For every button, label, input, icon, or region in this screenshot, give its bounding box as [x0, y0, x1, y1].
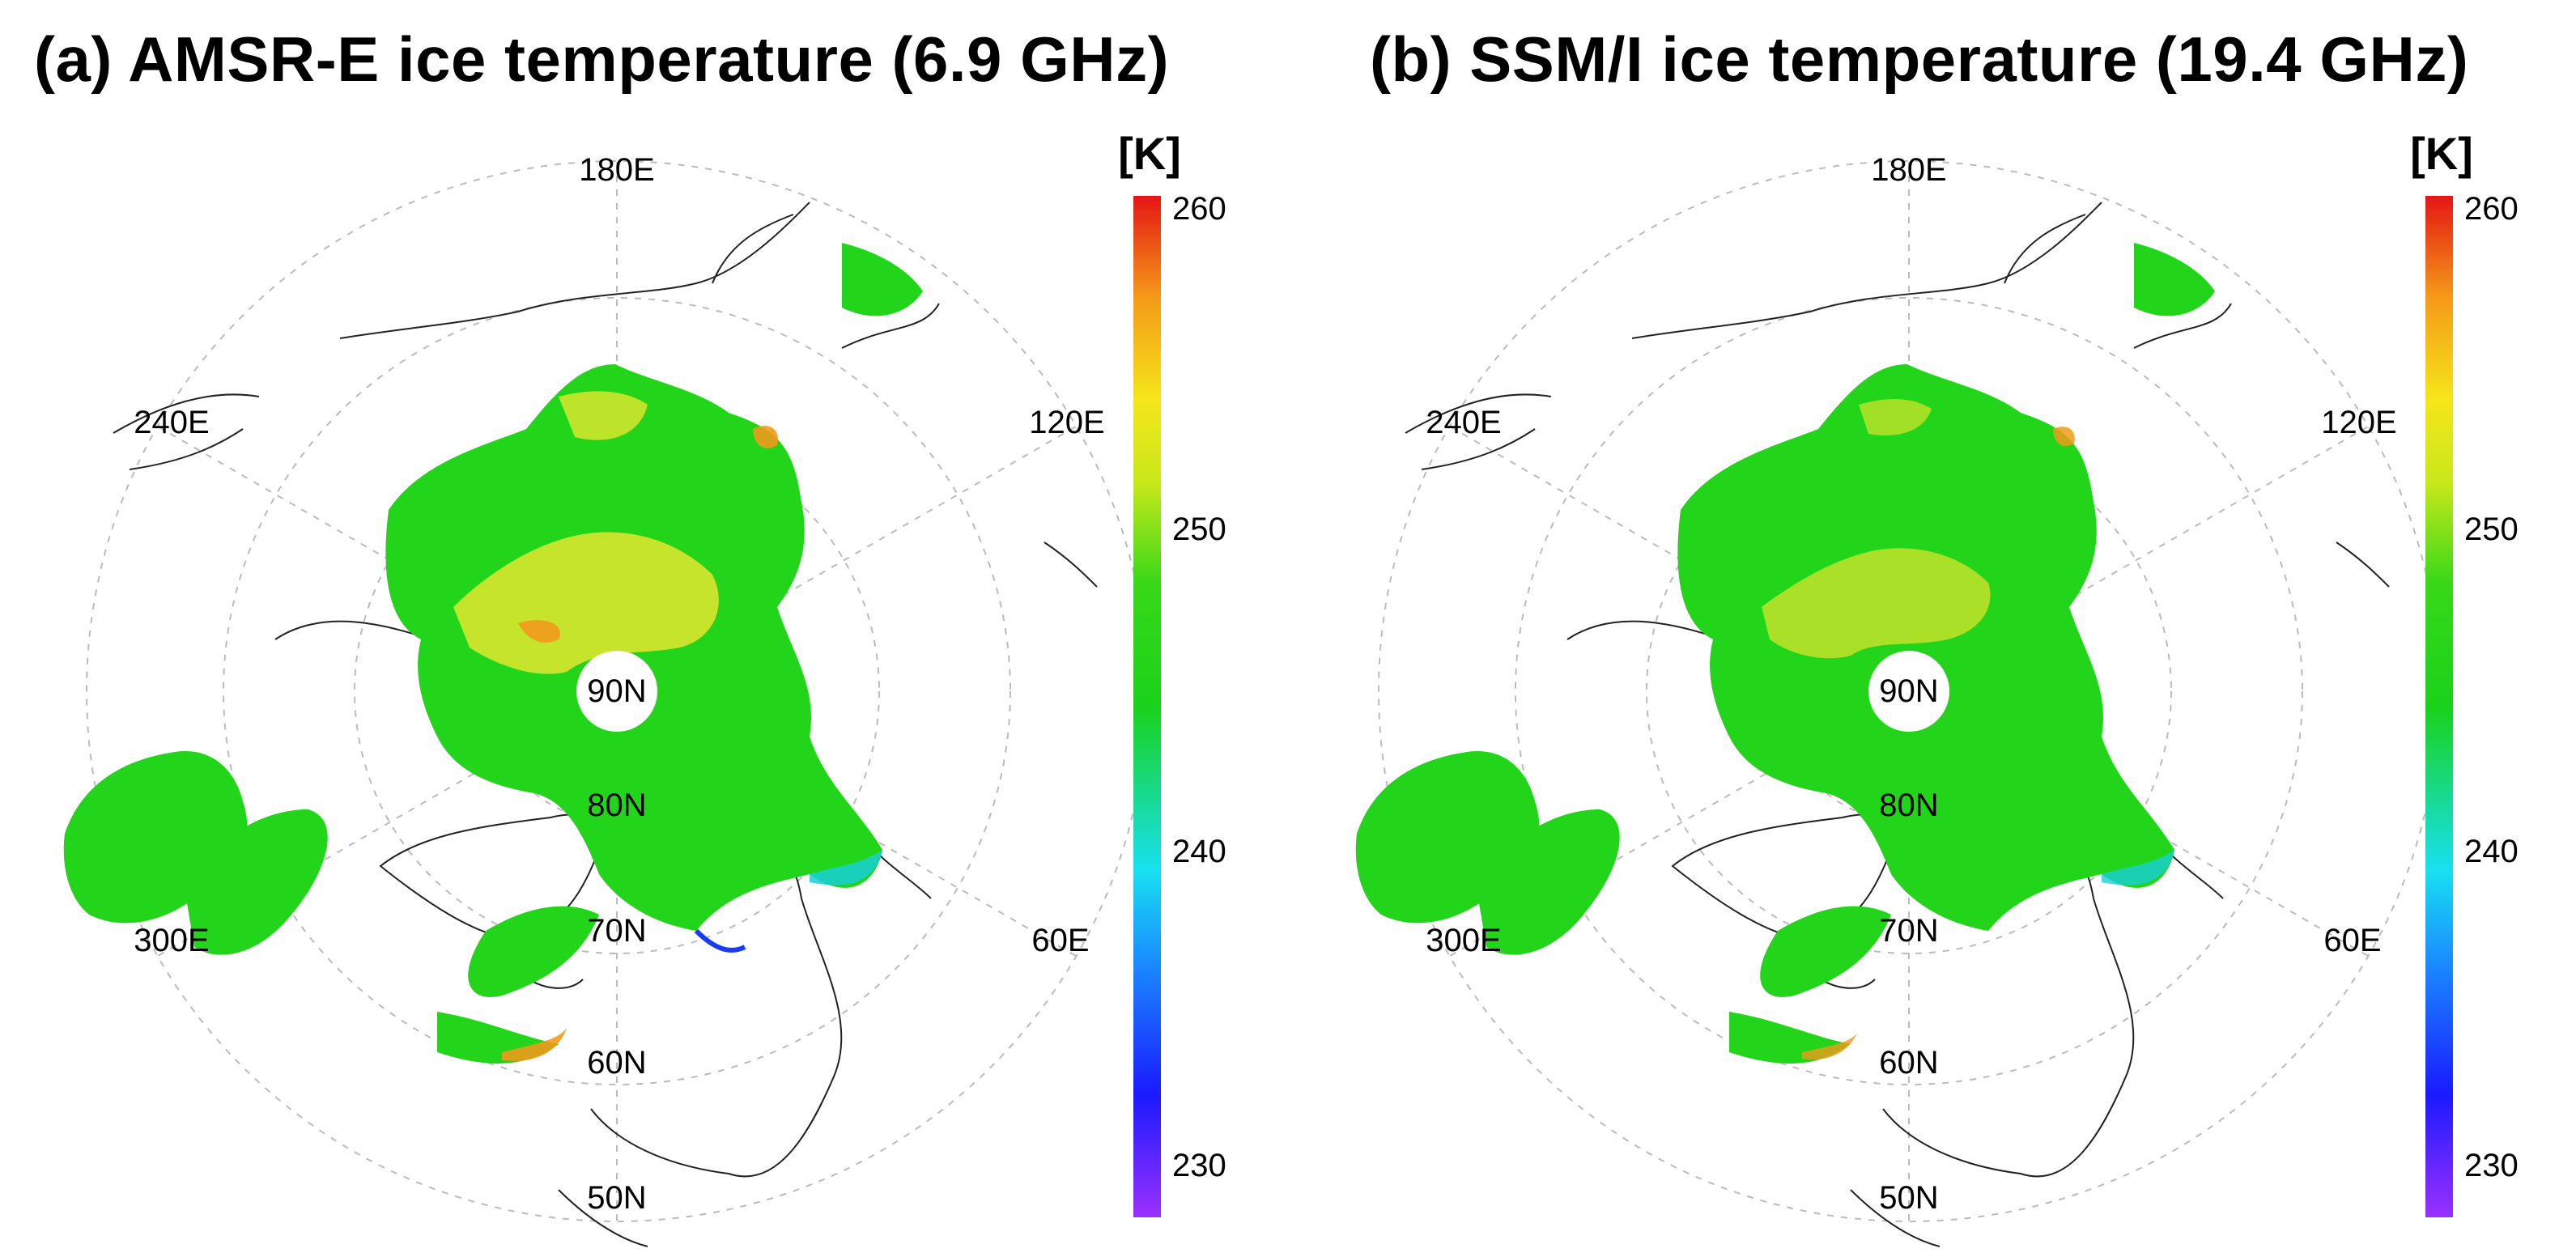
lon-label-180E: 180E — [579, 152, 655, 188]
pole-hole — [1868, 651, 1949, 732]
colorbar-tick-260: 260 — [2464, 191, 2519, 227]
colorbar-b — [2425, 196, 2453, 1217]
panel-b-title: (b) SSM/I ice temperature (19.4 GHz) — [1370, 23, 2469, 95]
colorbar-tick-230: 230 — [1172, 1148, 1226, 1183]
colorbar-tick-240: 240 — [2464, 834, 2519, 869]
lat-label-70N: 70N — [587, 913, 647, 949]
panel-a-title: (a) AMSR-E ice temperature (6.9 GHz) — [34, 23, 1170, 95]
coastlines — [1405, 202, 2390, 1247]
lon-label-240E: 240E — [134, 405, 210, 440]
lat-label-50N: 50N — [1879, 1180, 1939, 1216]
lon-label-60E: 60E — [2323, 923, 2382, 958]
lon-label-300E: 300E — [134, 923, 210, 958]
colorbar-tick-230: 230 — [2464, 1148, 2519, 1183]
polar-map-a — [63, 160, 1161, 1247]
pole-hole — [576, 651, 657, 732]
colorbar-unit: [K] — [1118, 128, 1181, 179]
colorbar-a — [1133, 196, 1161, 1217]
sea-ice-field — [63, 243, 923, 1064]
colorbar-tick-240: 240 — [1172, 834, 1226, 869]
map-panel-a: 180E 120E 60E 300E 240E 90N 80N 70N 60N … — [0, 121, 1263, 1257]
lon-label-300E: 300E — [1426, 923, 1502, 958]
lat-label-50N: 50N — [587, 1180, 647, 1216]
lon-label-240E: 240E — [1426, 405, 1502, 440]
pole-label: 90N — [1879, 673, 1939, 709]
colorbar-tick-260: 260 — [1172, 191, 1226, 227]
pole-label: 90N — [587, 673, 647, 709]
colorbar-unit: [K] — [2410, 128, 2473, 179]
lat-label-70N: 70N — [1879, 913, 1939, 949]
sea-ice-field — [1355, 243, 2215, 1064]
lat-label-80N: 80N — [587, 788, 647, 823]
lon-label-60E: 60E — [1031, 923, 1090, 958]
colorbar-tick-250: 250 — [2464, 512, 2519, 547]
lon-label-120E: 120E — [2321, 405, 2397, 440]
lat-label-60N: 60N — [587, 1045, 647, 1081]
map-panel-b: 180E 120E 60E 300E 240E 90N 80N 70N 60N … — [1292, 121, 2555, 1257]
colorbar-tick-250: 250 — [1172, 512, 1226, 547]
polar-map-b — [1355, 160, 2453, 1247]
lon-label-120E: 120E — [1029, 405, 1105, 440]
lon-label-180E: 180E — [1871, 152, 1947, 188]
lat-label-80N: 80N — [1879, 788, 1939, 823]
lat-label-60N: 60N — [1879, 1045, 1939, 1081]
